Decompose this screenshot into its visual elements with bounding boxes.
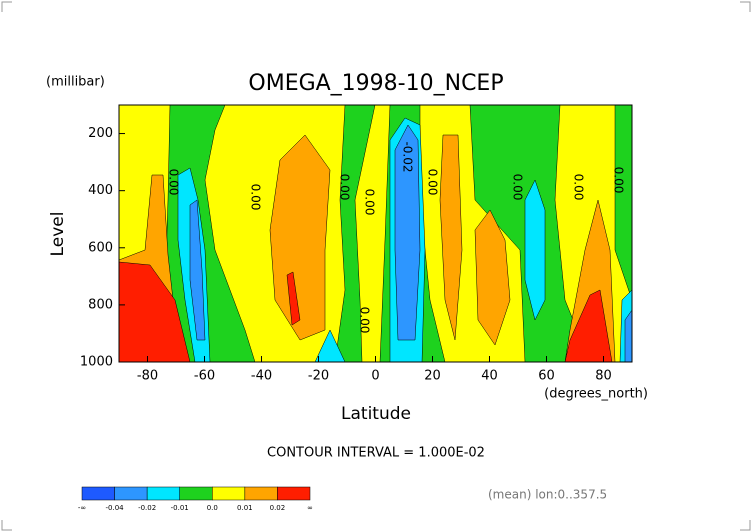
contour-label: 0.00 <box>338 174 352 201</box>
colorbar-box <box>244 486 278 501</box>
contour-label: 0.00 <box>249 184 263 211</box>
contour-label: 0.00 <box>612 167 626 194</box>
x-tick-label: -40 <box>251 369 272 384</box>
x-tick-label: 20 <box>424 369 441 384</box>
region <box>314 329 346 362</box>
region <box>286 271 301 326</box>
contour-label: -0.02 <box>401 141 415 172</box>
x-tick-label: -60 <box>194 369 215 384</box>
region <box>189 199 206 341</box>
y-unit: (millibar) <box>46 75 105 90</box>
y-tick-label: 400 <box>88 183 113 198</box>
region <box>394 124 421 341</box>
footnote: (mean) lon:0..357.5 <box>488 488 607 502</box>
y-tick-label: 600 <box>88 240 113 255</box>
colorbar-label: -∞ <box>78 504 86 512</box>
region <box>439 134 463 341</box>
colorbar-box <box>81 486 115 501</box>
colorbar-label: 0.0 <box>207 504 218 512</box>
colorbar-label: 0.01 <box>237 504 253 512</box>
colorbar-label: -0.04 <box>106 504 125 512</box>
colorbar-label: -0.02 <box>138 504 156 512</box>
contour-label: 0.00 <box>358 307 372 334</box>
colorbar-box <box>212 486 246 501</box>
contour-label: 0.00 <box>426 169 440 196</box>
region <box>269 134 331 341</box>
x-tick-label: -20 <box>308 369 329 384</box>
x-tick-label: -80 <box>137 369 158 384</box>
region <box>524 179 546 321</box>
contour-label: 0.00 <box>511 174 525 201</box>
colorbar-label: -0.01 <box>171 504 189 512</box>
colorbar-box <box>277 486 311 501</box>
y-tick-label: 800 <box>88 297 113 312</box>
x-tick-label: 40 <box>481 369 498 384</box>
chart-title: OMEGA_1998-10_NCEP <box>248 71 503 96</box>
contour-interval: CONTOUR INTERVAL = 1.000E-02 <box>267 446 485 461</box>
contour-label: 0.00 <box>572 174 586 201</box>
x-tick-label: 60 <box>538 369 555 384</box>
colorbar-box <box>146 486 180 501</box>
region <box>354 105 391 362</box>
y-tick-label: 200 <box>88 126 113 141</box>
x-tick-label: 80 <box>595 369 612 384</box>
region <box>624 309 632 362</box>
colorbar-label: ∞ <box>307 504 313 512</box>
contour-label: 0.00 <box>363 189 377 216</box>
contour-labels: 0.00 0.00 0.00 0.00 0.00 -0.02 0.00 0.00… <box>167 141 626 333</box>
colorbar-box <box>179 486 213 501</box>
contour-field <box>119 105 632 362</box>
x-label: Latitude <box>341 404 411 424</box>
colorbar-label: 0.02 <box>270 504 286 512</box>
colorbar-box <box>114 486 148 501</box>
contour-label: 0.00 <box>167 169 181 196</box>
region <box>119 261 191 362</box>
y-tick-label: 1000 <box>80 355 113 370</box>
region <box>564 289 613 362</box>
region <box>474 209 511 346</box>
x-unit: (degrees_north) <box>544 387 648 402</box>
y-label: Level <box>48 212 68 257</box>
x-tick-label: 0 <box>371 369 379 384</box>
